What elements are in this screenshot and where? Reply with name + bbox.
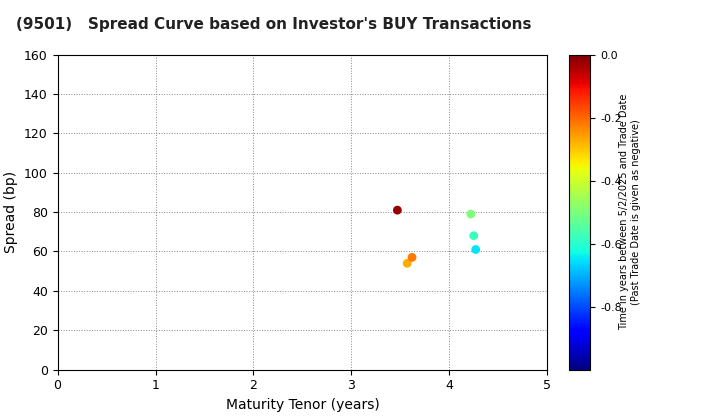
Y-axis label: Time in years between 5/2/2025 and Trade Date
(Past Trade Date is given as negat: Time in years between 5/2/2025 and Trade… (619, 94, 641, 330)
Text: (9501)   Spread Curve based on Investor's BUY Transactions: (9501) Spread Curve based on Investor's … (16, 17, 531, 32)
Point (468, 232, 480, 239)
Point (465, 211, 477, 218)
Point (392, 207, 403, 213)
Point (402, 260, 413, 267)
X-axis label: Maturity Tenor (years): Maturity Tenor (years) (225, 398, 379, 412)
Point (406, 254, 418, 261)
Y-axis label: Spread (bp): Spread (bp) (4, 171, 19, 253)
Point (470, 246, 482, 253)
